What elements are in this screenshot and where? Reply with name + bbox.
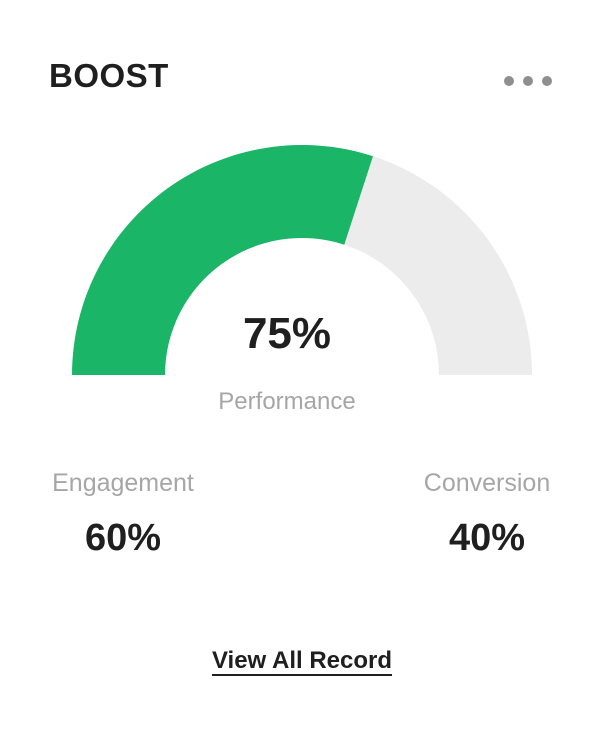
stat-conversion: Conversion 40% bbox=[409, 468, 565, 560]
gauge-arc-engagement bbox=[72, 145, 374, 375]
card-footer: View All Record bbox=[0, 646, 604, 676]
stat-value: 40% bbox=[448, 517, 526, 559]
menu-button[interactable] bbox=[502, 70, 554, 92]
stat-engagement: Engagement 60% bbox=[45, 468, 201, 560]
stat-label: Engagement bbox=[52, 469, 194, 497]
gauge-center-label: Performance bbox=[218, 388, 356, 415]
ellipsis-dot bbox=[504, 76, 514, 86]
stat-value: 60% bbox=[84, 517, 162, 559]
gauge-svg bbox=[72, 145, 532, 375]
ellipsis-dot bbox=[523, 76, 533, 86]
ellipsis-dot bbox=[542, 76, 552, 86]
ellipsis-icon bbox=[504, 76, 552, 86]
gauge-arc-conversion bbox=[344, 156, 532, 375]
view-all-record-link[interactable]: View All Record bbox=[211, 647, 393, 674]
stat-label: Conversion bbox=[423, 469, 551, 497]
card-title: BOOST bbox=[49, 57, 169, 94]
gauge-chart bbox=[72, 145, 532, 375]
gauge-center-value: 75% bbox=[242, 309, 332, 358]
